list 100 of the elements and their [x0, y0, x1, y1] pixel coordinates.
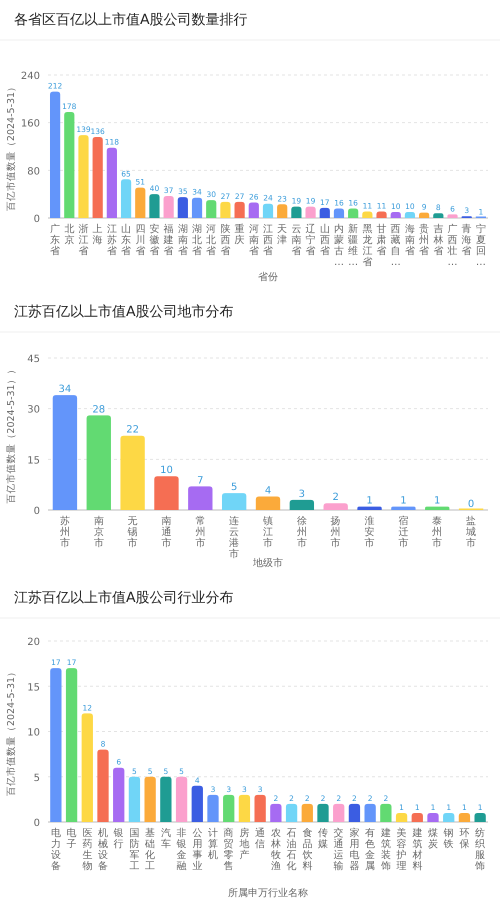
x-tick-label: 吉林省: [432, 223, 444, 257]
data-label: 5: [230, 482, 238, 494]
x-tick-label: 环保: [459, 828, 470, 850]
y-tick-label: 10: [27, 728, 40, 738]
data-label: 1: [400, 496, 407, 507]
bar: [97, 750, 109, 822]
bar: [206, 200, 216, 218]
x-tick-label: 机械设备: [98, 827, 108, 872]
bar: [305, 206, 316, 218]
x-tick-label: 辽宁省: [306, 223, 316, 257]
x-tick-label: 食品饮料: [301, 827, 312, 872]
x-tick-label: 天津: [277, 224, 288, 246]
bar: [176, 776, 188, 822]
y-tick-label: 80: [27, 166, 40, 178]
bar: [447, 214, 458, 218]
x-tick-label: 湖南省: [178, 223, 188, 257]
x-axis-title: 所属申万行业名称: [228, 887, 308, 899]
bar: [222, 493, 246, 510]
bar: [120, 436, 145, 510]
x-tick-label: 贵州省: [419, 223, 430, 257]
bar: [220, 202, 231, 218]
bar: [207, 794, 219, 822]
bar: [248, 202, 259, 218]
y-tick-label: 5: [34, 772, 40, 784]
x-tick-label: 河南省: [248, 223, 259, 257]
bar: [404, 212, 416, 218]
x-tick-label: 陕西省: [220, 223, 230, 257]
x-tick-label: 北京: [64, 223, 74, 246]
x-tick-label: 甘肃省: [376, 223, 387, 257]
bar: [320, 208, 330, 218]
bar: [427, 812, 439, 822]
x-tick-label: 西藏自…: [390, 224, 401, 268]
bar: [380, 804, 392, 822]
x-tick-label: 山东省: [121, 223, 132, 257]
x-tick-label: 海南省: [404, 223, 415, 257]
bar: [238, 794, 250, 822]
x-tick-label: 传媒: [318, 828, 328, 850]
x-tick-label: 美容护理: [396, 827, 407, 872]
bar: [82, 713, 93, 822]
x-tick-label: 石油石化: [286, 828, 297, 872]
bar: [348, 208, 358, 218]
bar: [412, 812, 423, 822]
x-tick-label: 商贸零售: [224, 827, 234, 872]
data-label: 1: [366, 496, 373, 507]
x-tick-label: 通信: [255, 827, 266, 850]
bar: [390, 212, 401, 218]
bar: [135, 188, 146, 218]
x-tick-label: 安徽省: [149, 223, 160, 257]
data-label: 34: [58, 384, 72, 396]
x-tick-label: 上海: [92, 223, 103, 246]
y-tick-label: 0: [34, 214, 40, 225]
x-tick-label: 公用事业: [192, 827, 202, 872]
y-tick-label: 160: [20, 118, 40, 130]
bar: [262, 204, 274, 218]
bar: [64, 112, 74, 218]
bar: [302, 804, 313, 822]
x-tick-label: 宁夏回…: [476, 223, 486, 268]
y-tick-label: 45: [27, 354, 40, 365]
x-tick-label: 计算机: [208, 827, 218, 861]
x-tick-label: 青海省: [462, 223, 472, 257]
x-tick-label: 四川省: [135, 224, 146, 257]
y-axis-title: 百亿市值数量（2024-5-31）: [5, 82, 17, 212]
bar: [192, 198, 202, 218]
x-tick-label: 纺织服饰: [474, 827, 486, 872]
x-tick-label: 广东省: [50, 223, 60, 257]
y-tick-label: 15: [27, 682, 40, 694]
chart-title: 各省区百亿以上市值A股公司数量排行: [14, 12, 248, 28]
x-tick-label: 无锡市: [126, 516, 138, 549]
bar: [178, 197, 188, 218]
data-label: 1: [434, 496, 440, 507]
bar: [234, 202, 245, 218]
bar: [286, 804, 298, 822]
bar: [223, 794, 234, 822]
x-axis-title: 地级市: [252, 557, 283, 569]
x-tick-label: 福建省: [162, 223, 174, 257]
x-tick-label: 重庆: [234, 223, 245, 246]
x-tick-label: 煤炭: [428, 827, 438, 850]
data-label: 7: [197, 475, 204, 486]
x-tick-label: 江苏省: [106, 223, 117, 257]
bar: [362, 211, 372, 218]
bar: [192, 786, 203, 822]
data-label: 3: [298, 488, 306, 500]
x-tick-label: 交通运输: [334, 827, 344, 872]
y-tick-label: 30: [27, 404, 40, 416]
bar: [357, 506, 382, 510]
x-tick-label: 连云港市: [229, 515, 240, 560]
bar: [160, 776, 172, 822]
x-tick-label: 建筑装饰: [380, 827, 391, 872]
x-tick-label: 建筑材料: [411, 827, 422, 872]
x-tick-label: 江西省: [263, 223, 273, 257]
bar: [106, 148, 117, 218]
x-tick-label: 苏州市: [60, 515, 70, 549]
bar: [144, 776, 156, 822]
data-label: 0: [468, 499, 474, 510]
y-tick-label: 240: [20, 71, 40, 82]
bar: [324, 503, 348, 510]
x-tick-label: 农林牧渔: [270, 828, 281, 872]
x-tick-label: 家用电器: [349, 827, 360, 872]
bar: [52, 395, 78, 510]
x-tick-label: 南京市: [94, 515, 104, 549]
